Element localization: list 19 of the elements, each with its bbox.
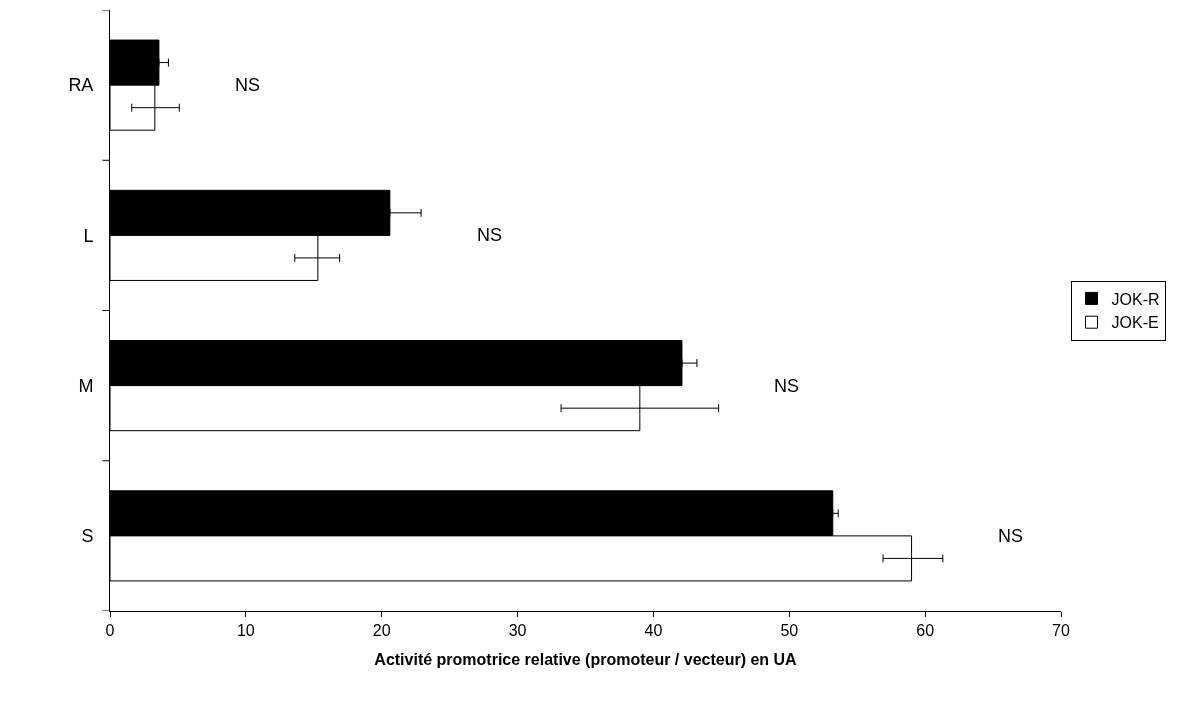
x-tick-label: 30 [508, 622, 527, 640]
x-tick-label: 40 [644, 622, 663, 640]
x-tick-label: 10 [236, 622, 255, 640]
annotation: NS [477, 225, 503, 245]
x-tick-label: 60 [916, 622, 935, 640]
x-tick-label: 50 [780, 622, 799, 640]
annotation: NS [235, 75, 261, 95]
y-tick-label: M [78, 375, 94, 396]
annotation: NS [774, 376, 800, 396]
legend-label: JOK-R [1111, 290, 1160, 308]
x-tick-label: 20 [372, 622, 391, 640]
y-tick-label: S [81, 526, 94, 547]
y-tick-label: RA [68, 75, 94, 96]
x-tick-label: 70 [1052, 622, 1070, 640]
y-tick-label: L [83, 225, 94, 246]
annotation: NS [998, 526, 1024, 546]
legend-label: JOK-E [1111, 314, 1159, 332]
x-tick-label: 0 [105, 622, 115, 640]
x-axis-title: Activité promotrice relative (promoteur / vecteur) en UA [374, 650, 798, 668]
